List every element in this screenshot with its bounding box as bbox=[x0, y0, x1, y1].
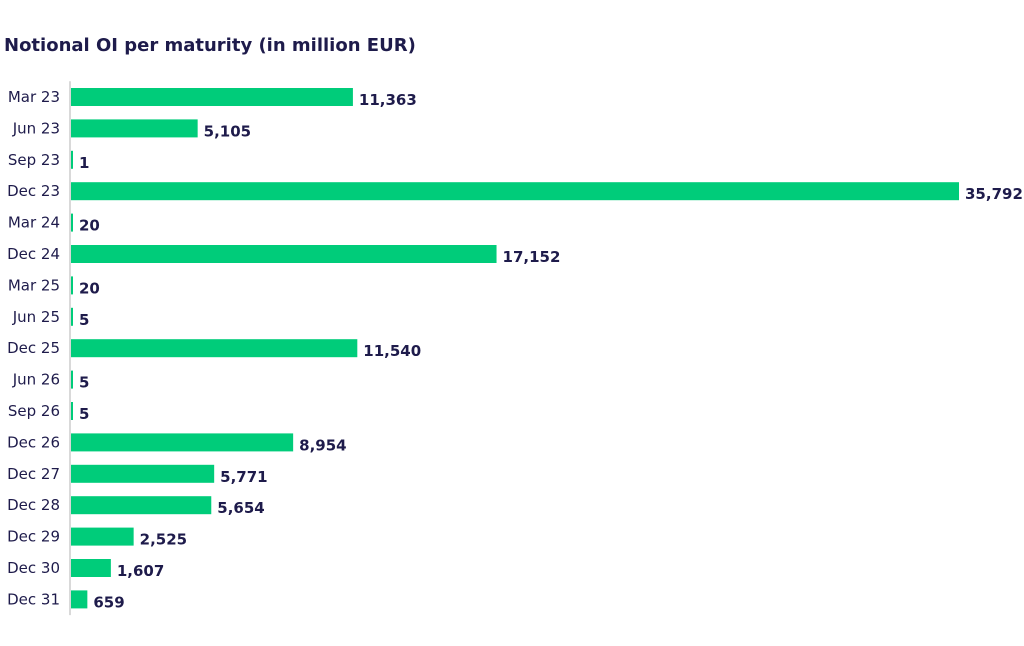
bar bbox=[71, 370, 73, 389]
bar bbox=[71, 402, 73, 420]
value-label: 5,654 bbox=[217, 499, 264, 517]
bar bbox=[71, 88, 353, 106]
value-label: 2,525 bbox=[140, 531, 187, 549]
bar bbox=[71, 276, 73, 295]
chart-title: Notional OI per maturity (in million EUR… bbox=[4, 35, 416, 56]
bar bbox=[71, 496, 212, 515]
bar bbox=[71, 590, 88, 609]
category-label: Mar 24 bbox=[8, 214, 60, 232]
bar bbox=[71, 464, 215, 483]
value-label: 20 bbox=[79, 217, 100, 235]
category-label: Dec 26 bbox=[7, 433, 60, 451]
bar bbox=[71, 433, 294, 452]
category-label: Jun 25 bbox=[12, 308, 60, 326]
bar bbox=[71, 307, 73, 326]
value-label: 8,954 bbox=[299, 436, 346, 454]
category-label: Dec 30 bbox=[7, 559, 60, 577]
value-label: 35,792 bbox=[965, 185, 1023, 203]
category-label: Dec 27 bbox=[7, 465, 60, 483]
category-label: Mar 25 bbox=[8, 276, 60, 294]
bar bbox=[71, 559, 111, 577]
value-label: 5 bbox=[79, 311, 89, 329]
category-label: Jun 23 bbox=[12, 119, 60, 137]
value-label: 1,607 bbox=[117, 562, 164, 580]
category-label: Sep 26 bbox=[8, 402, 60, 420]
category-label: Dec 29 bbox=[7, 528, 60, 546]
value-label: 5,771 bbox=[220, 468, 267, 486]
bar bbox=[71, 527, 134, 546]
value-label: 5 bbox=[79, 405, 89, 423]
category-label: Dec 24 bbox=[7, 245, 60, 263]
category-label: Jun 26 bbox=[12, 371, 60, 389]
value-label: 1 bbox=[79, 154, 89, 172]
bar bbox=[71, 119, 198, 138]
category-label: Dec 25 bbox=[7, 339, 60, 357]
category-label: Mar 23 bbox=[8, 88, 60, 106]
value-label: 20 bbox=[79, 279, 100, 297]
value-label: 659 bbox=[93, 593, 124, 611]
category-label: Sep 23 bbox=[8, 151, 60, 169]
value-label: 11,540 bbox=[363, 342, 421, 360]
bar bbox=[71, 182, 959, 201]
value-label: 11,363 bbox=[359, 91, 417, 109]
value-label: 17,152 bbox=[503, 248, 561, 266]
bar bbox=[71, 339, 358, 358]
category-label: Dec 31 bbox=[7, 590, 60, 608]
value-label: 5 bbox=[79, 374, 89, 392]
bar bbox=[71, 213, 73, 232]
category-label: Dec 28 bbox=[7, 496, 60, 514]
value-label: 5,105 bbox=[204, 122, 251, 140]
bar bbox=[71, 245, 497, 263]
category-label: Dec 23 bbox=[7, 182, 60, 200]
bar bbox=[71, 150, 73, 169]
